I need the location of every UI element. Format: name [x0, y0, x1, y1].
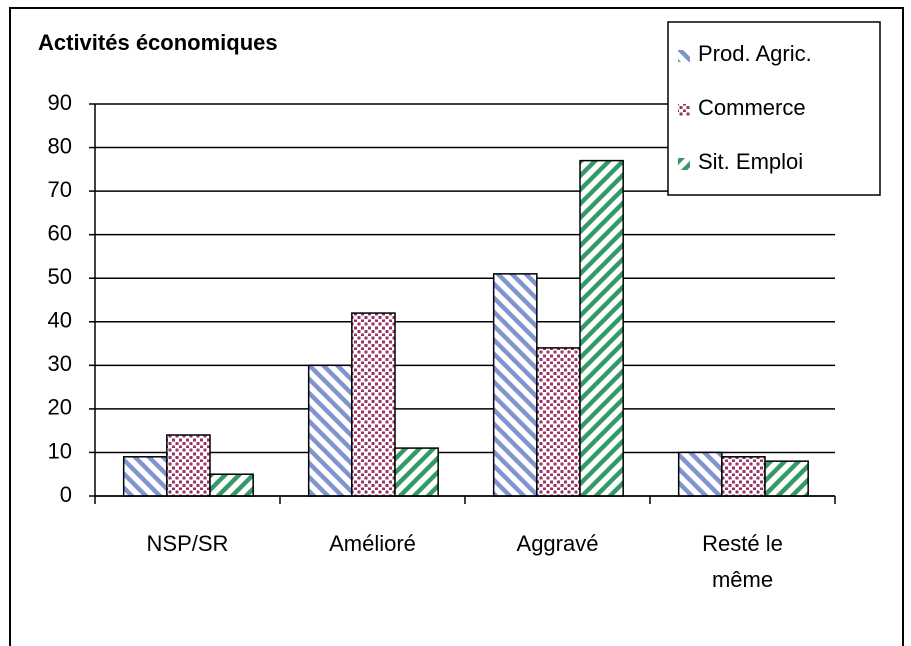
y-tick-label: 90: [48, 90, 72, 115]
bar: [394, 447, 439, 497]
y-tick-label: 80: [48, 133, 72, 158]
legend-swatch: [678, 50, 690, 62]
legend-label: Commerce: [698, 95, 806, 120]
bar: [579, 159, 624, 497]
y-tick-label: 50: [48, 264, 72, 289]
y-tick-label: 30: [48, 351, 72, 376]
bar: [209, 473, 254, 497]
legend-swatch: [678, 104, 690, 116]
bar: [122, 456, 168, 497]
x-tick-label: Aggravé: [516, 531, 599, 556]
bar: [307, 364, 353, 497]
bar: [351, 312, 396, 497]
legend-label: Prod. Agric.: [698, 41, 812, 66]
legend-box: [667, 21, 881, 196]
y-tick-label: 10: [48, 438, 72, 463]
legend-swatch: [678, 158, 690, 170]
y-tick-label: 20: [48, 395, 72, 420]
bar: [536, 347, 581, 497]
bar: [721, 456, 766, 497]
bar: [492, 273, 538, 497]
x-tick-label: Resté le même: [702, 531, 783, 592]
legend-label: Sit. Emploi: [698, 149, 803, 174]
y-tick-label: 60: [48, 220, 72, 245]
x-tick-label: NSP/SR: [146, 531, 229, 556]
bar: [166, 434, 211, 497]
y-tick-label: 40: [48, 308, 72, 333]
y-tick-label: 0: [60, 482, 72, 507]
chart-title: Activités économiques: [38, 30, 278, 55]
bar: [677, 451, 723, 497]
bar: [764, 460, 809, 497]
x-tick-label: Amélioré: [329, 531, 416, 556]
y-tick-label: 70: [48, 177, 72, 202]
